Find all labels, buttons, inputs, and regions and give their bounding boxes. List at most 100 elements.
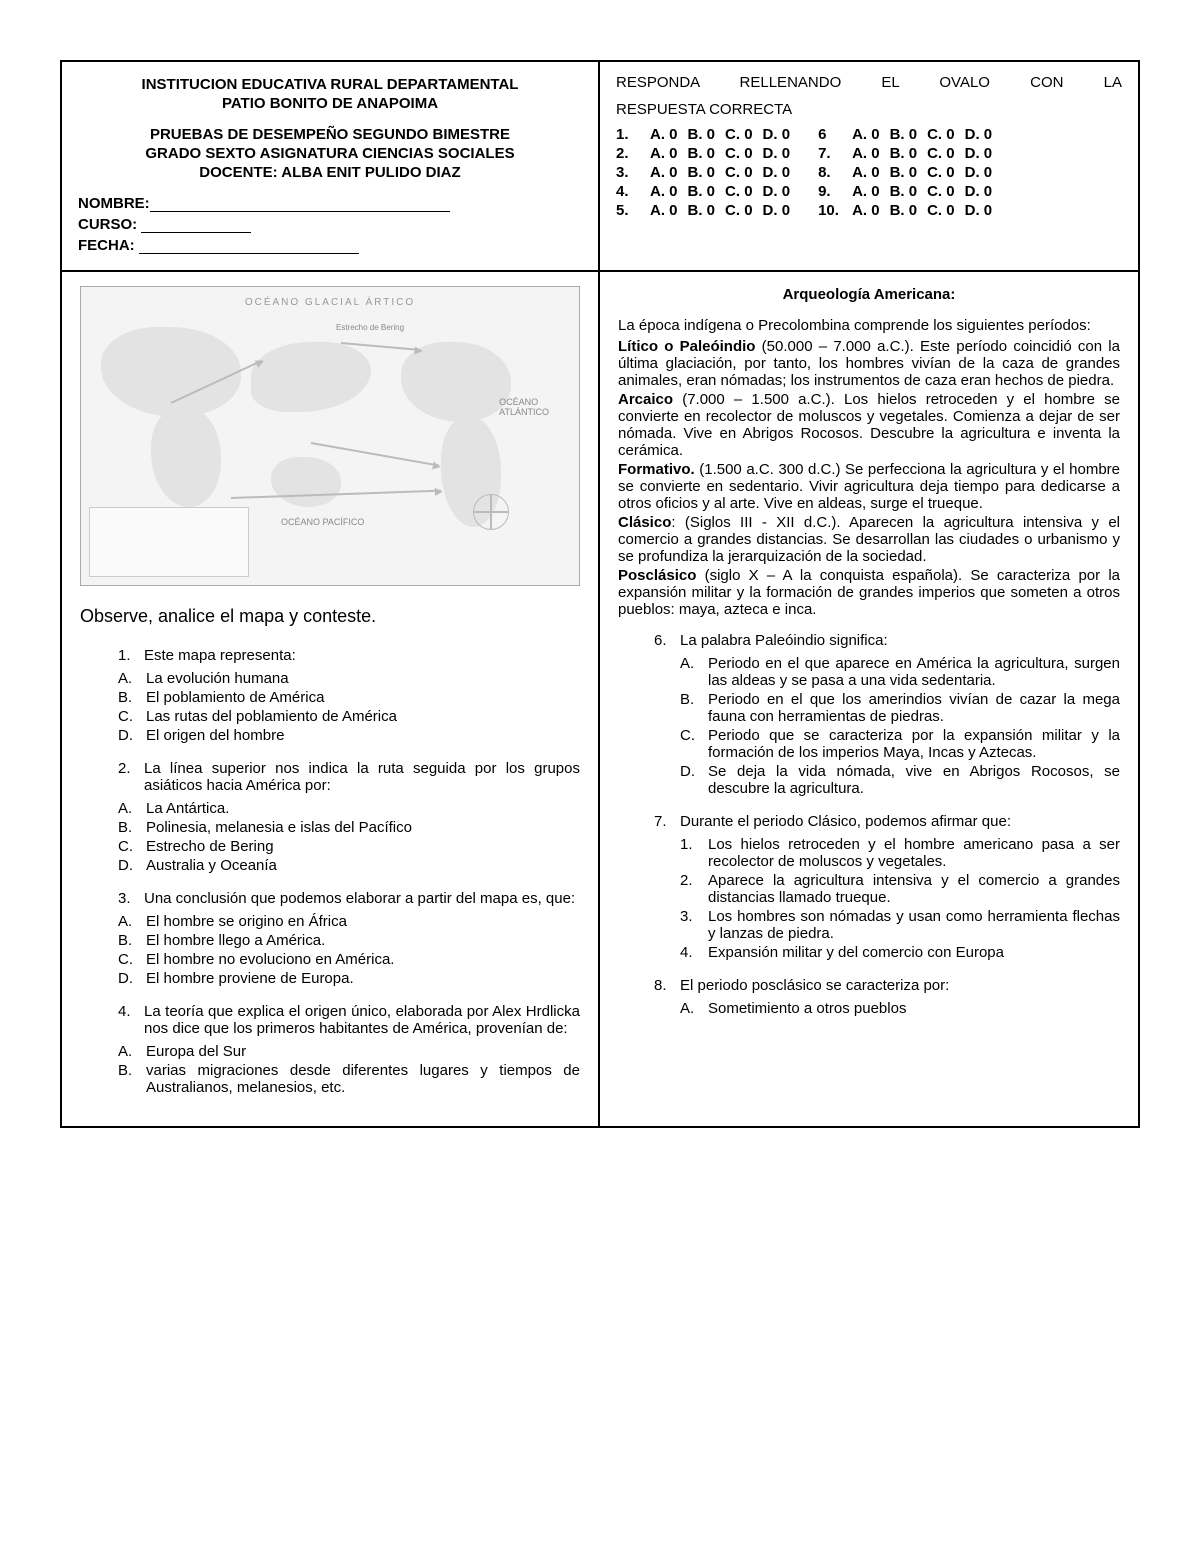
period-text: : (Siglos III - XII d.C.). Aparecen la a… <box>618 514 1120 565</box>
answer-bubble[interactable]: A. 0 <box>852 164 880 181</box>
answer-bubble[interactable]: A. 0 <box>650 183 678 200</box>
option[interactable]: B.varias migraciones desde diferentes lu… <box>118 1062 580 1096</box>
option-letter: 4. <box>680 944 698 961</box>
option[interactable]: C.Estrecho de Bering <box>118 838 580 855</box>
option[interactable]: 1.Los hielos retroceden y el hombre amer… <box>680 836 1120 870</box>
answer-bubble[interactable]: C. 0 <box>927 145 955 162</box>
answer-bubble[interactable]: A. 0 <box>852 126 880 143</box>
options: A. Europa del Sur B.varias migraciones de… <box>118 1043 580 1096</box>
period-name: Posclásico <box>618 567 696 584</box>
answer-bubble[interactable]: A. 0 <box>650 164 678 181</box>
answer-row-number: 6 <box>818 126 842 143</box>
option[interactable]: D.Se deja la vida nómada, vive en Abrigo… <box>680 763 1120 797</box>
period-paragraph: Clásico: (Siglos III - XII d.C.). Aparec… <box>618 514 1120 565</box>
option-letter: C. <box>118 838 136 855</box>
name-blank[interactable] <box>150 197 450 212</box>
option-letter: D. <box>118 970 136 987</box>
answer-bubble[interactable]: B. 0 <box>890 126 918 143</box>
course-blank[interactable] <box>141 218 251 233</box>
answer-bubble[interactable]: A. 0 <box>852 145 880 162</box>
option[interactable]: B.Periodo en el que los amerindios vivía… <box>680 691 1120 725</box>
answer-bubble[interactable]: A. 0 <box>650 202 678 219</box>
option[interactable]: A.La Antártica. <box>118 800 580 817</box>
answer-bubble[interactable]: A. 0 <box>650 145 678 162</box>
option[interactable]: C.Las rutas del poblamiento de América <box>118 708 580 725</box>
option-text: El poblamiento de América <box>146 689 580 706</box>
answer-bubble[interactable]: C. 0 <box>927 202 955 219</box>
option[interactable]: C.Periodo que se caracteriza por la expa… <box>680 727 1120 761</box>
option-text: El hombre no evoluciono en América. <box>146 951 580 968</box>
answer-bubble[interactable]: C. 0 <box>725 145 753 162</box>
answer-bubble[interactable]: A. 0 <box>650 126 678 143</box>
option[interactable]: D. El hombre proviene de Europa. <box>118 970 580 987</box>
option[interactable]: 2.Aparece la agricultura intensiva y el … <box>680 872 1120 906</box>
answer-bubble[interactable]: B. 0 <box>890 202 918 219</box>
answer-bubble[interactable]: C. 0 <box>725 202 753 219</box>
option[interactable]: 4.Expansión militar y del comercio con E… <box>680 944 1120 961</box>
answer-bubble[interactable]: B. 0 <box>688 126 716 143</box>
option[interactable]: B.Polinesia, melanesia e islas del Pacíf… <box>118 819 580 836</box>
answer-bubble[interactable]: D. 0 <box>763 126 791 143</box>
question-text: La teoría que explica el origen único, e… <box>144 1003 580 1037</box>
option-letter: C. <box>680 727 698 761</box>
answer-bubble[interactable]: B. 0 <box>688 145 716 162</box>
answer-bubble[interactable]: D. 0 <box>965 126 993 143</box>
answer-bubble[interactable]: B. 0 <box>890 145 918 162</box>
answer-bubble[interactable]: B. 0 <box>688 164 716 181</box>
answer-bubble[interactable]: C. 0 <box>927 164 955 181</box>
question-number: 8. <box>654 977 670 994</box>
option-letter: B. <box>680 691 698 725</box>
option[interactable]: A. Europa del Sur <box>118 1043 580 1060</box>
answer-bubble[interactable]: D. 0 <box>965 145 993 162</box>
answer-bubble[interactable]: D. 0 <box>763 202 791 219</box>
answer-bubble[interactable]: B. 0 <box>890 183 918 200</box>
option[interactable]: D.El origen del hombre <box>118 727 580 744</box>
left-questions: 1.Este mapa representa: A.La evolución hu… <box>80 647 580 1096</box>
answer-bubble[interactable]: B. 0 <box>688 183 716 200</box>
option-text: El hombre se origino en África <box>146 913 580 930</box>
answer-bubble[interactable]: D. 0 <box>965 164 993 181</box>
option[interactable]: A.El hombre se origino en África <box>118 913 580 930</box>
option-text: Los hombres son nómadas y usan como herr… <box>708 908 1120 942</box>
option-text: Europa del Sur <box>146 1043 580 1060</box>
option-letter: C. <box>118 708 136 725</box>
answer-row: 9.A. 0B. 0C. 0D. 0 <box>818 183 992 200</box>
answer-bubble[interactable]: A. 0 <box>852 202 880 219</box>
answer-bubble[interactable]: A. 0 <box>852 183 880 200</box>
options: 1.Los hielos retroceden y el hombre amer… <box>654 836 1120 961</box>
answer-row: 10.A. 0B. 0C. 0D. 0 <box>818 202 992 219</box>
institution-line1: INSTITUCION EDUCATIVA RURAL DEPARTAMENTA… <box>78 76 582 93</box>
answer-bubble[interactable]: C. 0 <box>725 183 753 200</box>
answer-bubble[interactable]: D. 0 <box>763 183 791 200</box>
option[interactable]: A.Periodo en el que aparece en América l… <box>680 655 1120 689</box>
option[interactable]: C.El hombre no evoluciono en América. <box>118 951 580 968</box>
option[interactable]: A.La evolución humana <box>118 670 580 687</box>
answer-bubble[interactable]: C. 0 <box>927 126 955 143</box>
question-stem: 1.Este mapa representa: <box>118 647 580 664</box>
answer-row: 2.A. 0B. 0C. 0D. 0 <box>616 145 790 162</box>
answer-bubble[interactable]: B. 0 <box>890 164 918 181</box>
answer-bubble[interactable]: D. 0 <box>965 183 993 200</box>
question-text: Este mapa representa: <box>144 647 580 664</box>
map-label-bering: Estrecho de Bering <box>336 323 404 332</box>
answer-bubble[interactable]: D. 0 <box>965 202 993 219</box>
option[interactable]: D.Australia y Oceanía <box>118 857 580 874</box>
answer-bubble[interactable]: C. 0 <box>725 164 753 181</box>
answer-bubble[interactable]: D. 0 <box>763 164 791 181</box>
date-blank[interactable] <box>139 239 359 254</box>
option[interactable]: B.El hombre llego a América. <box>118 932 580 949</box>
option[interactable]: B.El poblamiento de América <box>118 689 580 706</box>
body-left-column: OCÉANO GLACIAL ÁRTICO OCÉANO ATLÁNTICO O… <box>62 272 600 1126</box>
answer-bubble[interactable]: B. 0 <box>688 202 716 219</box>
answer-row: 4.A. 0B. 0C. 0D. 0 <box>616 183 790 200</box>
option[interactable]: 3.Los hombres son nómadas y usan como he… <box>680 908 1120 942</box>
option-text: El hombre proviene de Europa. <box>146 970 580 987</box>
option[interactable]: A.Sometimiento a otros pueblos <box>680 1000 1120 1017</box>
answer-bubble[interactable]: C. 0 <box>725 126 753 143</box>
answer-bubble[interactable]: D. 0 <box>763 145 791 162</box>
map-oceania <box>271 457 341 507</box>
map-legend <box>89 507 249 577</box>
body-row: OCÉANO GLACIAL ÁRTICO OCÉANO ATLÁNTICO O… <box>62 272 1138 1126</box>
option-text: Polinesia, melanesia e islas del Pacífic… <box>146 819 580 836</box>
answer-bubble[interactable]: C. 0 <box>927 183 955 200</box>
